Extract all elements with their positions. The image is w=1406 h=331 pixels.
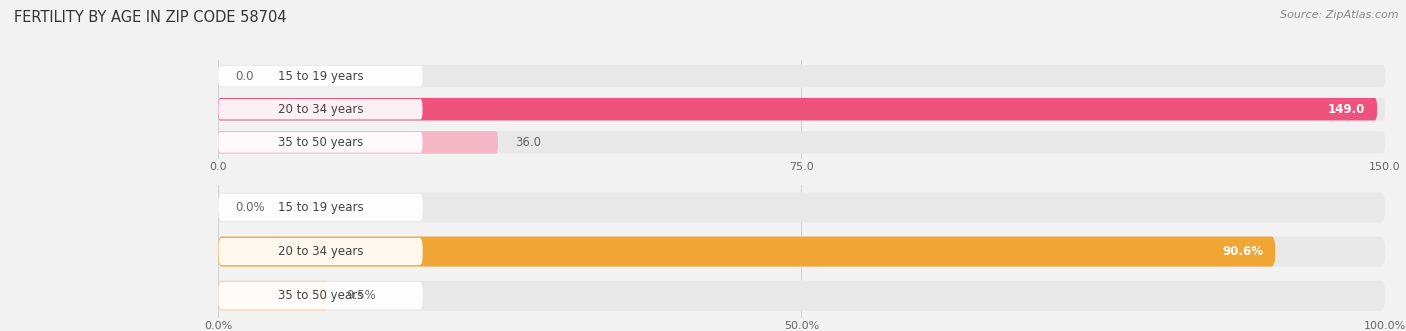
Text: 15 to 19 years: 15 to 19 years: [278, 201, 363, 214]
Text: 149.0: 149.0: [1329, 103, 1365, 116]
FancyBboxPatch shape: [218, 281, 1385, 311]
FancyBboxPatch shape: [218, 194, 423, 221]
FancyBboxPatch shape: [218, 237, 1385, 266]
Text: 35 to 50 years: 35 to 50 years: [278, 289, 363, 302]
Text: 0.0%: 0.0%: [235, 201, 266, 214]
Text: FERTILITY BY AGE IN ZIP CODE 58704: FERTILITY BY AGE IN ZIP CODE 58704: [14, 10, 287, 25]
Text: 20 to 34 years: 20 to 34 years: [278, 245, 363, 258]
FancyBboxPatch shape: [218, 66, 423, 86]
Text: 0.0: 0.0: [235, 70, 254, 83]
FancyBboxPatch shape: [218, 99, 423, 119]
FancyBboxPatch shape: [218, 98, 1385, 120]
FancyBboxPatch shape: [218, 131, 498, 154]
FancyBboxPatch shape: [218, 132, 423, 153]
Text: 35 to 50 years: 35 to 50 years: [278, 136, 363, 149]
Text: 90.6%: 90.6%: [1223, 245, 1264, 258]
FancyBboxPatch shape: [218, 98, 1376, 120]
Text: Source: ZipAtlas.com: Source: ZipAtlas.com: [1281, 10, 1399, 20]
FancyBboxPatch shape: [218, 281, 329, 311]
Text: 20 to 34 years: 20 to 34 years: [277, 103, 363, 116]
FancyBboxPatch shape: [218, 237, 1275, 266]
FancyBboxPatch shape: [218, 131, 1385, 154]
FancyBboxPatch shape: [218, 65, 1385, 87]
Text: 9.5%: 9.5%: [346, 289, 375, 302]
FancyBboxPatch shape: [218, 192, 1385, 222]
Text: 15 to 19 years: 15 to 19 years: [277, 70, 363, 83]
Text: 36.0: 36.0: [516, 136, 541, 149]
FancyBboxPatch shape: [218, 238, 423, 265]
FancyBboxPatch shape: [218, 282, 423, 309]
